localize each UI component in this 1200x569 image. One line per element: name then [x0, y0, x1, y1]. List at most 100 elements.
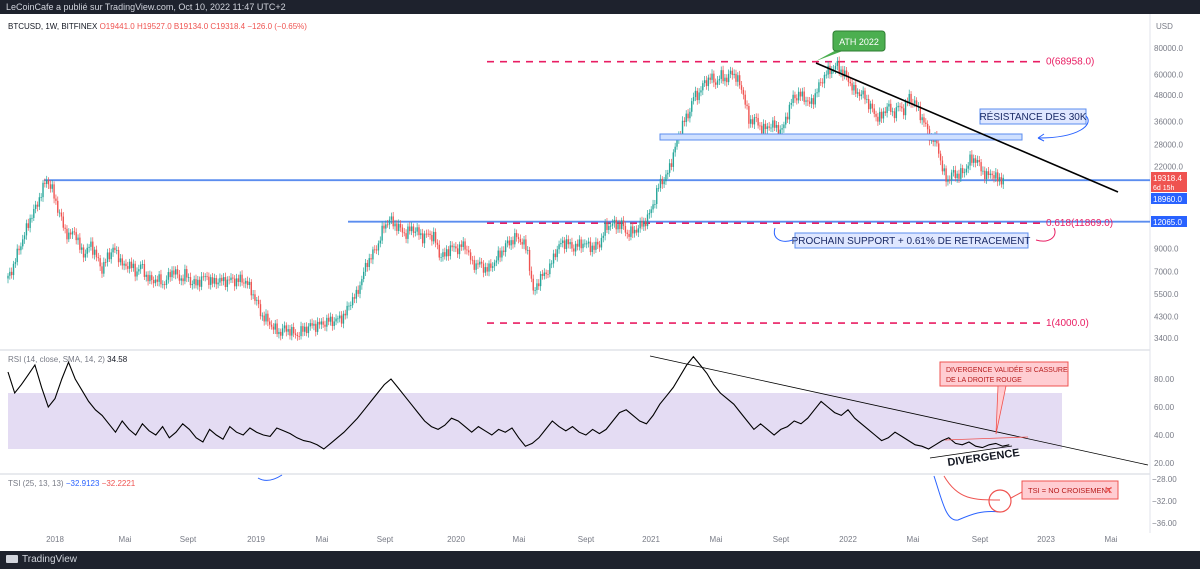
- candle-body: [381, 225, 383, 241]
- price-tick-label: 80000.0: [1154, 44, 1183, 53]
- time-tick-label: Mai: [710, 535, 723, 544]
- candle-body: [362, 271, 365, 280]
- candle-body: [820, 82, 822, 84]
- candle-body: [687, 113, 689, 119]
- candle-body: [939, 153, 942, 161]
- candle-body: [707, 77, 710, 87]
- candle-body: [121, 258, 123, 266]
- candle-body: [208, 276, 210, 285]
- candle-body: [514, 233, 516, 245]
- candle-body: [311, 323, 313, 326]
- candle-body: [969, 154, 971, 166]
- candle-body: [51, 184, 53, 189]
- candle-body: [632, 226, 634, 234]
- candle-body: [777, 125, 780, 135]
- candle-body: [187, 277, 190, 278]
- candle-body: [954, 170, 957, 179]
- candle-body: [409, 226, 411, 232]
- candle-body: [635, 229, 638, 233]
- candle-body: [272, 326, 275, 330]
- candle-body: [355, 289, 358, 299]
- candle-body: [215, 278, 217, 285]
- candle-body: [879, 111, 881, 122]
- candle-body: [709, 77, 711, 80]
- time-tick-label: 2022: [839, 535, 857, 544]
- candle-body: [727, 73, 730, 83]
- candle-body: [66, 228, 68, 240]
- candle-body: [269, 321, 271, 325]
- candle-body: [888, 103, 890, 107]
- candle-body: [291, 326, 293, 336]
- level-label-12065: 12065.0: [1153, 218, 1182, 227]
- candle-body: [444, 252, 446, 257]
- candle-body: [904, 101, 907, 116]
- candle-body: [770, 127, 772, 129]
- candle-body: [757, 117, 759, 126]
- candle-body: [845, 70, 848, 76]
- candle-body: [751, 119, 754, 125]
- candle-body: [974, 158, 977, 163]
- candle-body: [385, 224, 387, 229]
- close-x-icon: ✕: [1104, 485, 1113, 497]
- resistance-label-text: RÉSISTANCE DES 30K: [979, 110, 1086, 123]
- candle-body: [772, 120, 774, 128]
- candle-body: [42, 182, 44, 198]
- divergence-callout-box: [939, 361, 1069, 387]
- candle-body: [781, 128, 783, 130]
- candle-body: [726, 77, 728, 83]
- candle-body: [230, 277, 232, 281]
- candle-body: [617, 224, 619, 230]
- candle-body: [40, 197, 42, 198]
- publish-header: LeCoinCafe a publié sur TradingView.com,…: [0, 0, 1200, 14]
- candle-body: [834, 65, 837, 70]
- candle-body: [764, 123, 767, 130]
- footer-bar: TradingView: [0, 551, 1200, 569]
- candle-body: [788, 104, 791, 120]
- candle-body: [453, 246, 455, 248]
- candle-body: [425, 233, 428, 235]
- candle-body: [95, 249, 98, 258]
- candle-body: [127, 266, 129, 269]
- candle-body: [278, 331, 280, 335]
- candle-body: [700, 90, 702, 93]
- tsi-line-left: [257, 474, 283, 481]
- candle-body: [799, 91, 802, 97]
- candle-body: [549, 263, 551, 275]
- candle-body: [657, 187, 660, 189]
- candle-body: [368, 258, 370, 267]
- candle-body: [53, 184, 55, 199]
- time-tick-label: 2018: [46, 535, 64, 544]
- candle-body: [119, 258, 122, 263]
- candle-body: [44, 182, 46, 184]
- candle-body: [222, 277, 225, 282]
- candle-body: [910, 93, 912, 104]
- candle-body: [27, 223, 29, 228]
- candle-body: [867, 98, 870, 110]
- candle-body: [630, 226, 632, 237]
- candle-body: [451, 245, 453, 248]
- candle-body: [547, 274, 549, 275]
- candle-body: [877, 116, 879, 122]
- candle-body: [31, 217, 33, 219]
- candle-body: [333, 321, 335, 327]
- candle-body: [110, 252, 112, 260]
- current-price-badge: [1151, 172, 1187, 192]
- open-value: O19441.0: [99, 22, 135, 31]
- candle-body: [189, 277, 192, 286]
- tsi-tick-label: −28.00: [1152, 475, 1177, 484]
- candle-body: [641, 221, 643, 227]
- candle-body: [818, 82, 820, 93]
- candle-body: [246, 280, 249, 286]
- candle-body: [99, 258, 101, 267]
- candle-body: [300, 326, 302, 337]
- candle-body: [233, 278, 236, 287]
- candle-body: [482, 263, 485, 273]
- candle-body: [167, 272, 170, 280]
- candle-body: [20, 246, 22, 251]
- candle-body: [998, 177, 1001, 182]
- candle-body: [864, 90, 866, 100]
- candle-body: [825, 74, 827, 76]
- candle-body: [984, 170, 986, 180]
- candle-body: [466, 249, 468, 251]
